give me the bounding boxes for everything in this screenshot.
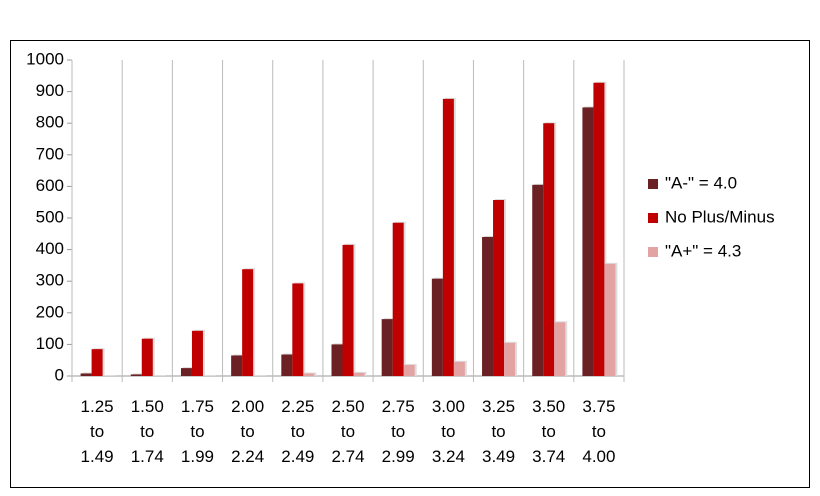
x-tick-label: 3.50 to 3.74 [532,397,565,466]
bar [180,368,192,376]
x-tick-label: 3.75 to 4.00 [582,397,615,466]
bar [80,373,92,376]
bar [381,319,393,376]
legend-swatch [648,247,658,257]
legend-label: "A-" = 4.0 [665,173,737,192]
x-tick-label: 1.50 to 1.74 [131,397,164,466]
legend-label: "A+" = 4.3 [665,241,741,260]
bar [504,342,516,376]
bar [482,236,494,376]
x-tick-label: 3.25 to 3.49 [482,397,515,466]
legend-swatch [648,179,658,189]
bar [493,199,505,376]
bar [342,244,354,376]
bar [242,269,254,376]
bar [231,355,243,376]
bar [593,82,605,376]
y-tick-label: 500 [36,207,64,226]
bar [91,349,103,376]
bar [353,372,365,376]
bar [281,354,293,376]
bar [582,107,594,377]
x-tick-label: 2.00 to 2.24 [231,397,264,466]
bar [303,373,315,376]
x-tick-label: 2.50 to 2.74 [331,397,364,466]
x-tick-label: 2.75 to 2.99 [382,397,415,466]
bar [442,98,454,377]
bar [141,338,153,376]
y-tick-label: 400 [36,239,64,258]
bar [403,364,415,376]
bar [554,322,566,376]
y-tick-label: 100 [36,334,64,353]
x-tick-label: 1.75 to 1.99 [181,397,214,466]
bar [392,222,404,376]
bar-shadow [204,375,216,376]
bar [453,361,465,376]
bar [130,374,142,376]
y-tick-label: 200 [36,302,64,321]
chart-border [10,40,810,488]
x-tick-label: 3.00 to 3.24 [432,397,465,466]
y-tick-label: 900 [36,81,64,100]
bar-shadow [154,375,166,376]
y-tick-label: 300 [36,271,64,290]
x-tick-label: 1.25 to 1.49 [81,397,114,466]
y-tick-label: 700 [36,144,64,163]
legend-label: No Plus/Minus [665,207,775,226]
bar [543,123,555,376]
legend-swatch [648,213,658,223]
y-tick-label: 1000 [26,49,64,68]
x-tick-label: 2.25 to 2.49 [281,397,314,466]
bar [604,263,616,376]
bar [331,344,343,376]
bar-shadow [104,375,116,376]
bar [532,184,544,376]
y-tick-label: 600 [36,176,64,195]
bar [191,330,203,376]
bar-shadow [255,375,267,376]
y-tick-label: 0 [55,365,64,384]
y-tick-label: 800 [36,113,64,132]
bar [292,283,304,376]
bar [431,278,443,376]
